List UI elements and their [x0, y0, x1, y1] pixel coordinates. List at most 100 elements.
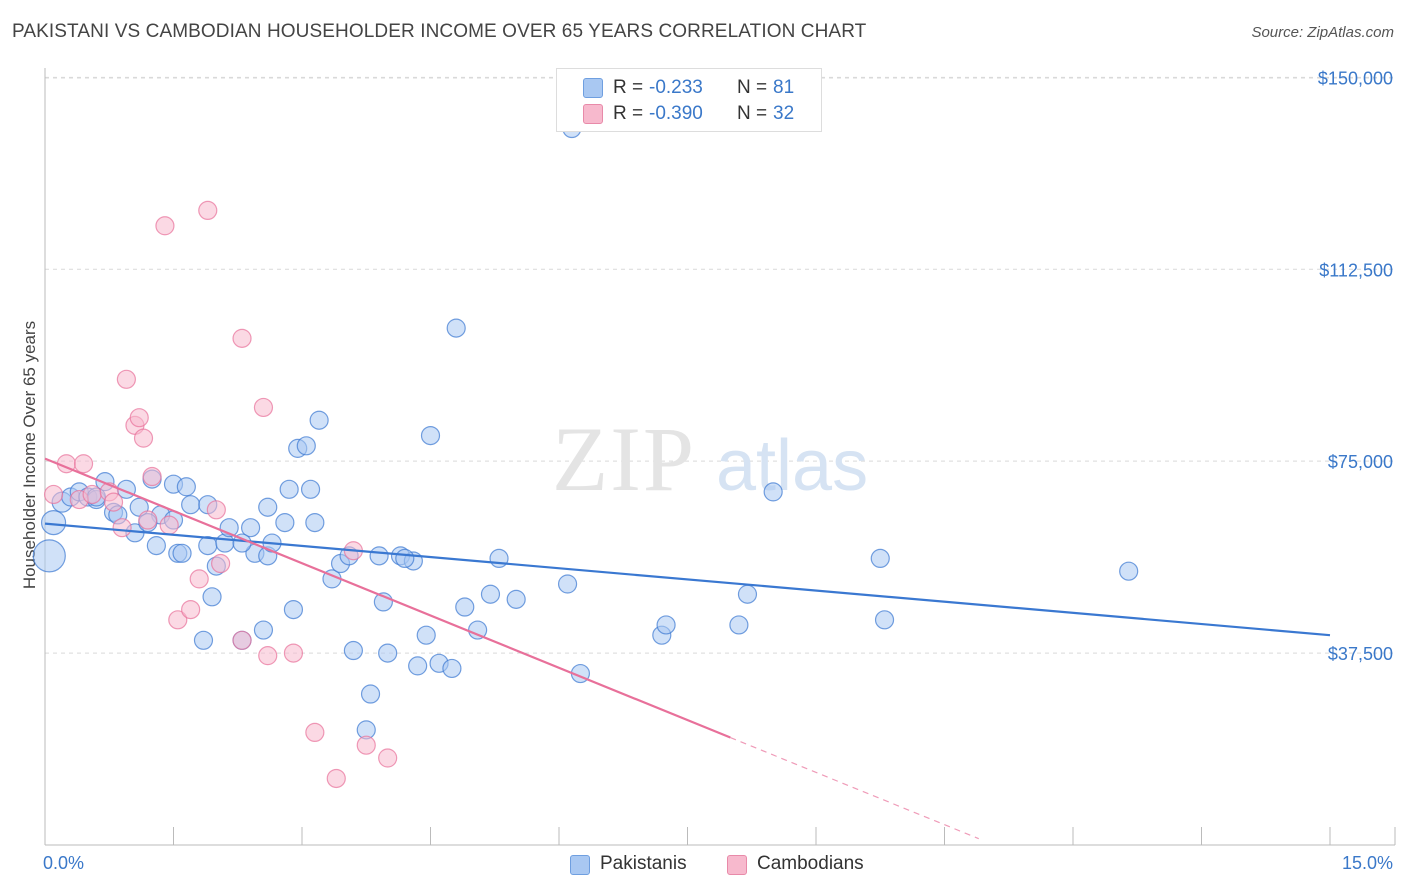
legend-r-label: R =: [613, 103, 644, 124]
point-cambodians: [326, 768, 346, 789]
point-pakistanis: [343, 640, 363, 661]
point-pakistanis: [279, 479, 299, 499]
point-pakistanis: [369, 546, 389, 566]
point-pakistanis: [408, 656, 428, 676]
legend-n-label: N =: [737, 103, 768, 124]
point-pakistanis: [395, 548, 415, 569]
point-pakistanis: [1119, 561, 1139, 581]
point-pakistanis: [729, 615, 749, 635]
point-pakistanis: [656, 615, 676, 635]
point-cambodians: [305, 722, 325, 743]
point-pakistanis: [737, 584, 758, 604]
point-cambodians: [232, 630, 252, 650]
point-cambodians: [138, 510, 158, 530]
point-pakistanis: [300, 479, 321, 499]
point-pakistanis: [446, 318, 466, 338]
legend-n-label: N =: [737, 77, 768, 98]
legend-swatch-pakistanis: [583, 78, 603, 98]
point-cambodians: [232, 328, 252, 348]
point-pakistanis: [480, 584, 501, 604]
point-pakistanis: [489, 548, 509, 569]
point-cambodians: [206, 500, 226, 520]
legend-swatch-pakistanis: [570, 855, 590, 875]
series-legend: Pakistanis Cambodians: [0, 853, 1406, 877]
point-cambodians: [82, 484, 102, 505]
point-pakistanis: [202, 587, 222, 607]
point-cambodians: [142, 466, 162, 487]
point-pakistanis: [193, 630, 214, 650]
legend-n-value: 32: [773, 103, 795, 124]
legend-label-pakistanis: Pakistanis: [600, 853, 687, 874]
point-cambodians: [168, 610, 188, 630]
gridlines: [45, 76, 1395, 654]
point-cambodians: [133, 428, 154, 448]
x-tick-label-max: 15.0%: [1342, 853, 1393, 873]
point-pakistanis: [253, 620, 274, 640]
point-pakistanis: [258, 497, 278, 517]
point-pakistanis: [455, 597, 475, 617]
point-cambodians: [159, 515, 179, 535]
y-tick-label: $75,000: [1328, 452, 1393, 472]
point-cambodians: [129, 408, 149, 428]
point-pakistanis: [283, 599, 304, 620]
point-cambodians: [43, 484, 64, 505]
point-cambodians: [253, 397, 274, 418]
point-pakistanis: [557, 574, 578, 594]
point-pakistanis: [181, 495, 201, 515]
legend-label-cambodians: Cambodians: [757, 853, 864, 874]
x-tick-label-min: 0.0%: [43, 853, 84, 873]
point-pakistanis: [763, 482, 783, 502]
point-cambodians: [103, 492, 124, 512]
point-cambodians: [258, 646, 278, 666]
y-tick-label: $37,500: [1328, 644, 1393, 664]
tick-labels: $37,500 $75,000 $112,500 $150,000 0.0% 15.0%: [43, 68, 1393, 873]
point-cambodians: [356, 735, 376, 755]
legend-r-value: -0.233: [649, 77, 703, 98]
point-pakistanis: [378, 643, 398, 663]
watermark-zip: ZIP: [552, 408, 696, 510]
point-cambodians: [211, 553, 231, 574]
point-cambodians: [198, 200, 218, 221]
point-cambodians: [155, 216, 175, 236]
legend-n-value: 81: [773, 77, 795, 98]
legend-r-label: R =: [613, 77, 644, 98]
point-pakistanis: [870, 548, 890, 569]
point-pakistanis: [305, 512, 325, 533]
point-pakistanis: [275, 512, 295, 533]
point-cambodians: [181, 599, 201, 620]
chart-title: PAKISTANI VS CAMBODIAN HOUSEHOLDER INCOM…: [12, 21, 867, 42]
point-cambodians: [378, 748, 398, 768]
point-cambodians: [112, 518, 132, 538]
trend-lines: [44, 457, 1331, 840]
y-tick-label: $112,500: [1319, 260, 1393, 280]
point-pakistanis: [40, 509, 67, 536]
point-cambodians: [116, 369, 136, 389]
point-cambodians: [283, 643, 304, 663]
trend-line-cambodians: [44, 457, 731, 739]
point-pakistanis: [32, 539, 66, 573]
correlation-legend: R = -0.233 N = 81 R = -0.390 N = 32: [556, 68, 822, 132]
source-label: Source: ZipAtlas.com: [1251, 24, 1394, 41]
data-points: [32, 118, 1139, 789]
axes: [44, 68, 1396, 846]
trend-line-pakistanis: [44, 522, 1331, 637]
point-pakistanis: [420, 425, 441, 446]
trend-line-cambodians-extension: [730, 736, 979, 840]
watermark-atlas: atlas: [716, 426, 868, 506]
point-pakistanis: [172, 543, 192, 563]
point-cambodians: [73, 454, 94, 474]
legend-r-value: -0.390: [649, 103, 703, 124]
point-pakistanis: [416, 625, 436, 645]
point-pakistanis: [146, 536, 166, 556]
y-tick-label: $150,000: [1318, 68, 1393, 88]
point-pakistanis: [360, 684, 381, 704]
point-cambodians: [189, 569, 209, 589]
legend-swatch-cambodians: [727, 855, 747, 875]
legend-swatch-cambodians: [583, 104, 603, 124]
point-pakistanis: [874, 610, 895, 630]
point-pakistanis: [309, 410, 329, 430]
point-pakistanis: [506, 589, 526, 609]
watermark: ZIP atlas: [552, 408, 868, 510]
point-pakistanis: [176, 477, 196, 497]
